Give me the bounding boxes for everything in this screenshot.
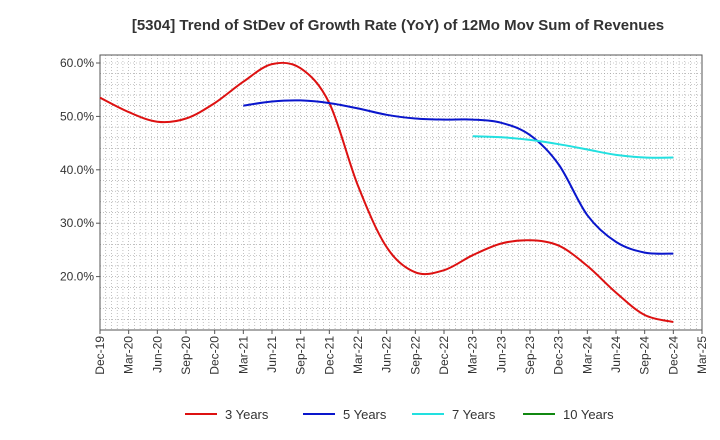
series-line-3-years	[99, 61, 674, 323]
legend-label-5-years: 5 Years	[343, 407, 387, 422]
y-tick-label: 20.0%	[60, 270, 94, 284]
legend: 3 Years 5 Years 7 Years 10 Years	[185, 407, 614, 422]
x-tick-label: Jun-20	[150, 336, 164, 373]
x-tick-label: Sep-21	[294, 336, 308, 375]
x-tick-label: Dec-19	[93, 336, 107, 375]
y-tick-label: 30.0%	[60, 216, 94, 230]
x-tick-label: Mar-25	[695, 336, 709, 374]
x-tick-label: Dec-23	[552, 336, 566, 375]
x-tick-label: Sep-23	[523, 336, 537, 375]
series-lines	[99, 61, 674, 323]
x-tick-label: Jun-24	[609, 336, 623, 373]
x-tick-label: Jun-23	[494, 336, 508, 373]
x-tick-label: Mar-24	[580, 336, 594, 374]
x-tick-label: Mar-22	[351, 336, 365, 374]
legend-label-10-years: 10 Years	[563, 407, 614, 422]
x-tick-label: Sep-22	[408, 336, 422, 375]
y-tick-label: 40.0%	[60, 163, 94, 177]
series-line-5-years	[243, 99, 674, 255]
x-tick-label: Sep-24	[638, 336, 652, 375]
x-tick-label: Jun-21	[265, 336, 279, 373]
x-tick-label: Jun-22	[380, 336, 394, 373]
plot-area-border	[99, 54, 703, 331]
x-tick-label: Dec-20	[208, 336, 222, 375]
x-tick-label: Dec-22	[437, 336, 451, 375]
x-tick-label: Mar-21	[236, 336, 250, 374]
x-tick-label: Dec-24	[666, 336, 680, 375]
x-tick-label: Dec-21	[322, 336, 336, 375]
x-tick-label: Mar-20	[122, 336, 136, 374]
y-tick-label: 50.0%	[60, 109, 94, 123]
y-axis: 20.0% 30.0% 40.0% 50.0% 60.0%	[60, 56, 100, 284]
legend-label-7-years: 7 Years	[452, 407, 496, 422]
y-tick-label: 60.0%	[60, 56, 94, 70]
x-tick-label: Sep-20	[179, 336, 193, 375]
x-tick-label: Mar-23	[466, 336, 480, 374]
chart-title: [5304] Trend of StDev of Growth Rate (Yo…	[132, 17, 664, 34]
series-line-7-years	[472, 135, 674, 159]
x-axis: Dec-19 Mar-20 Jun-20 Sep-20 Dec-20 Mar-21 Jun-…	[93, 330, 709, 375]
legend-label-3-years: 3 Years	[225, 407, 269, 422]
